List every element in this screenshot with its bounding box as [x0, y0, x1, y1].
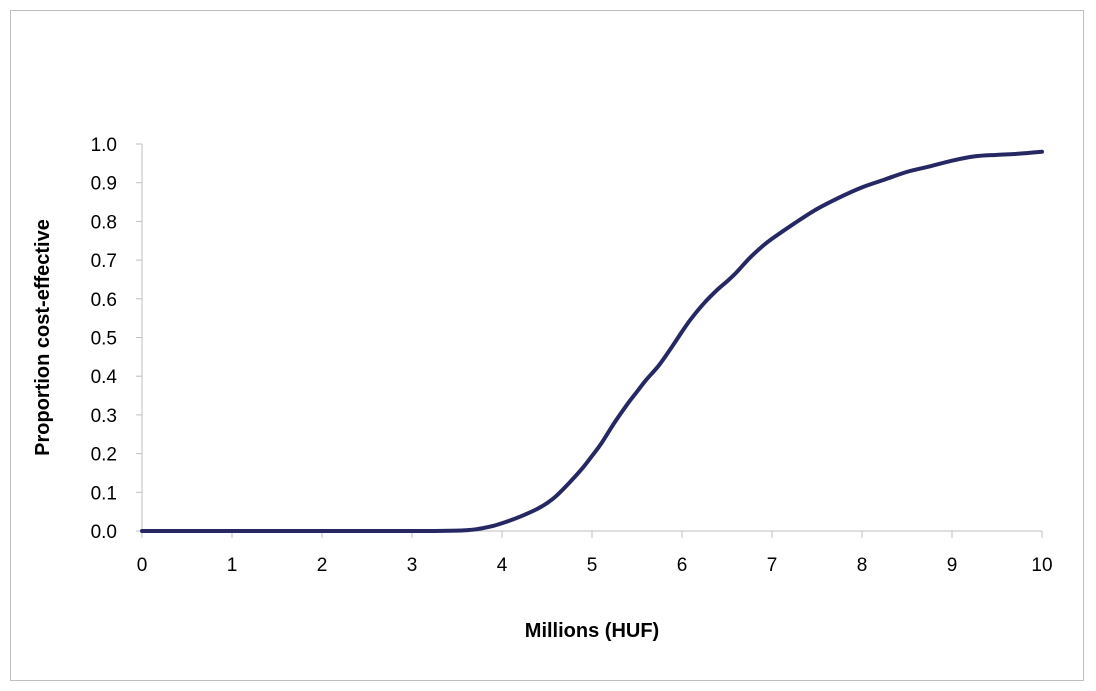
- x-tick-label: 9: [947, 555, 958, 576]
- y-tick-label: 0.1: [91, 483, 117, 504]
- y-tick-label: 1.0: [91, 135, 117, 156]
- y-tick-label: 0.5: [91, 329, 117, 350]
- y-tick-label: 0.8: [91, 212, 117, 233]
- y-tick-label: 0.0: [91, 522, 117, 543]
- chart-frame: [10, 10, 1084, 681]
- x-tick-label: 6: [677, 555, 688, 576]
- y-ticks: 0.0 0.1 0.2 0.3 0.4 0.5 0.6 0.7 0.8 0.9 1.0: [91, 135, 142, 543]
- y-tick-label: 0.7: [91, 251, 117, 272]
- x-tick-label: 3: [407, 555, 418, 576]
- x-tick-label: 1: [227, 555, 238, 576]
- x-axis-title: Millions (HUF): [525, 620, 659, 642]
- series-line: [140, 149, 1044, 534]
- x-tick-label: 4: [497, 555, 508, 576]
- x-tick-label: 0: [137, 555, 148, 576]
- y-tick-label: 0.4: [91, 367, 118, 388]
- x-ticks: 0 1 2 3 4 5 6 7 8 9 10: [137, 531, 1053, 576]
- y-axis-title: Proportion cost-effective: [32, 219, 54, 456]
- y-tick-label: 0.9: [91, 174, 117, 195]
- x-tick-label: 7: [767, 555, 778, 576]
- y-tick-label: 0.2: [91, 445, 117, 466]
- x-tick-label: 2: [317, 555, 328, 576]
- x-tick-label: 8: [857, 555, 868, 576]
- y-tick-label: 0.3: [91, 406, 117, 427]
- x-tick-label: 10: [1031, 555, 1052, 576]
- x-tick-label: 5: [587, 555, 598, 576]
- y-tick-label: 0.6: [91, 290, 117, 311]
- series-layer: [140, 149, 1044, 534]
